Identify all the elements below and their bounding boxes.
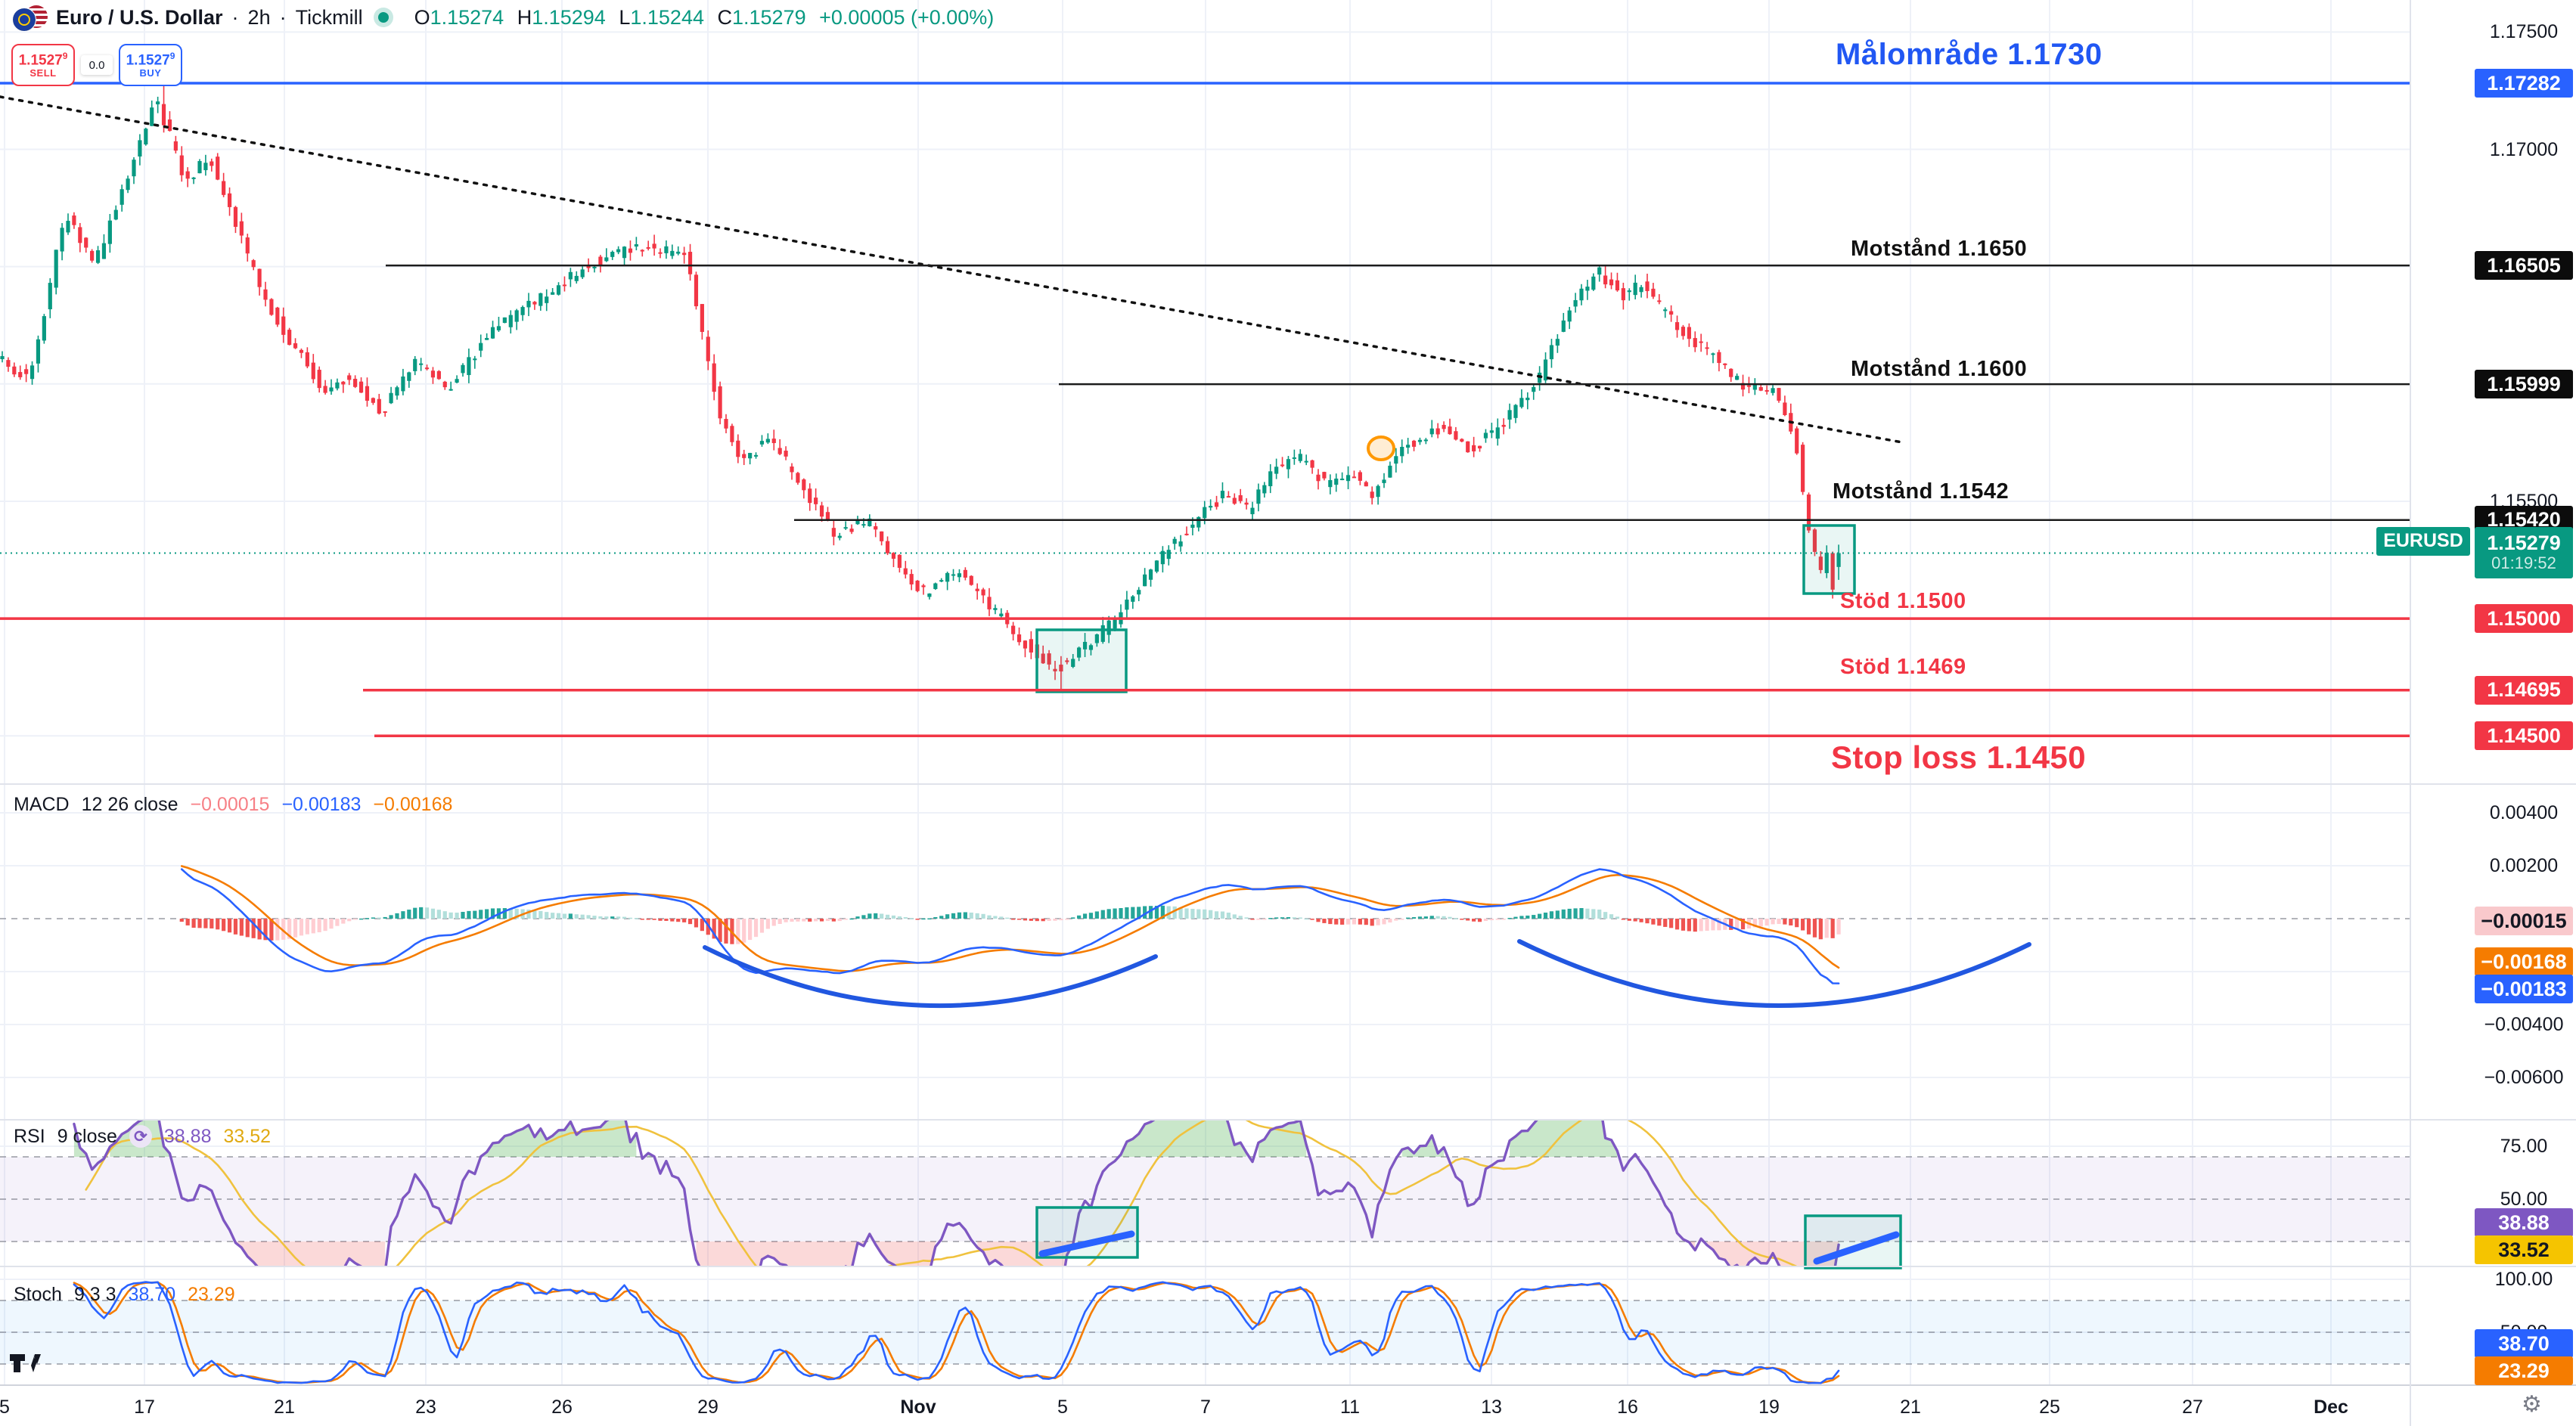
open-value: 1.15274 xyxy=(430,5,504,29)
trade-panel: 1.15279 SELL 0.0 1.15279 BUY xyxy=(11,44,182,86)
highlight-box[interactable] xyxy=(1035,628,1128,693)
symbol-title[interactable]: Euro / U.S. Dollar xyxy=(56,5,223,29)
rsi-series xyxy=(73,1120,1840,1266)
macd-series xyxy=(179,865,1841,984)
symbol-flags-icon xyxy=(11,5,48,32)
stoch-axis-label[interactable]: 23.29 xyxy=(2475,1356,2573,1385)
macd-line-value: −0.00183 xyxy=(281,794,362,815)
sell-button[interactable]: 1.15279 SELL xyxy=(11,44,75,86)
stoch-params: 9 3 3 xyxy=(73,1284,116,1305)
rsi-trend-arrow[interactable] xyxy=(1038,1230,1135,1257)
timeframe-value[interactable]: 2h xyxy=(247,5,271,29)
spread-value: 0.0 xyxy=(81,55,113,75)
symbol-header[interactable]: Euro / U.S. Dollar · 2h · Tickmill O1.15… xyxy=(11,5,995,32)
close-value: 1.15279 xyxy=(732,5,806,29)
macd-title: MACD xyxy=(14,794,70,815)
stoch-series xyxy=(73,1281,1840,1384)
rsi-refresh-icon[interactable]: ⟳ xyxy=(129,1125,152,1148)
market-status-icon xyxy=(377,12,389,23)
macd-curve-drawing[interactable] xyxy=(703,945,1158,1009)
gear-icon[interactable]: ⚙ xyxy=(2522,1392,2542,1417)
highlight-box[interactable] xyxy=(1802,524,1856,595)
macd-pane-title[interactable]: MACD 12 26 close −0.00015 −0.00183 −0.00… xyxy=(14,794,452,816)
rsi-ma-value: 33.52 xyxy=(223,1125,272,1147)
broker-name[interactable]: Tickmill xyxy=(295,5,363,29)
macd-params: 12 26 close xyxy=(81,794,178,815)
rsi-title: RSI xyxy=(14,1125,45,1147)
sell-price: 1.15279 xyxy=(18,51,68,69)
sell-label: SELL xyxy=(29,67,57,79)
macd-curve-drawing[interactable] xyxy=(1517,939,2031,1008)
analyst-drawings xyxy=(0,95,2031,1269)
price-label-resistance-1600[interactable]: 1.15999 xyxy=(2475,370,2573,399)
close-label: C xyxy=(717,5,733,29)
macd-axis-label[interactable]: −0.00183 xyxy=(2475,975,2573,1003)
buy-label: BUY xyxy=(139,67,162,79)
rsi-trend-arrow[interactable] xyxy=(1813,1231,1900,1265)
header-separator: · xyxy=(279,5,287,29)
price-label-support-1469[interactable]: 1.14695 xyxy=(2475,675,2573,705)
price-label-support-1500[interactable]: 1.15000 xyxy=(2475,604,2573,634)
high-value: 1.15294 xyxy=(532,5,606,29)
macd-axis-label[interactable]: −0.00168 xyxy=(2475,947,2573,976)
rsi-value: 38.88 xyxy=(163,1125,212,1147)
bar-countdown: 01:19:52 xyxy=(2491,553,2556,573)
price-level-lines xyxy=(0,82,2410,738)
rsi-pane-title[interactable]: RSI 9 close ⟳ 38.88 33.52 xyxy=(14,1125,271,1148)
descending-trendline[interactable] xyxy=(0,95,1904,444)
change-value: +0.00005 (+0.00%) xyxy=(819,5,995,29)
price-label-target[interactable]: 1.17282 xyxy=(2475,69,2573,98)
candlestick-series xyxy=(0,83,1841,690)
circle-annotation[interactable] xyxy=(1367,436,1395,461)
low-label: L xyxy=(619,5,631,29)
header-separator: · xyxy=(231,5,239,29)
open-label: O xyxy=(414,5,430,29)
price-label-stop-loss[interactable]: 1.14500 xyxy=(2475,721,2573,751)
stoch-pane-title[interactable]: Stoch 9 3 3 38.70 23.29 xyxy=(14,1284,235,1306)
current-price-label[interactable]: 1.15279 01:19:52 xyxy=(2475,526,2573,578)
macd-signal-value: −0.00168 xyxy=(373,794,453,815)
rsi-axis-label[interactable]: 38.88 xyxy=(2475,1208,2573,1237)
current-price-value: 1.15279 xyxy=(2487,531,2561,554)
rsi-params: 9 close xyxy=(57,1125,117,1147)
stoch-title: Stoch xyxy=(14,1284,62,1305)
stoch-k-value: 38.70 xyxy=(128,1284,176,1305)
buy-button[interactable]: 1.15279 BUY xyxy=(119,44,182,86)
ohlc-readout: O1.15274 H1.15294 L1.15244 C1.15279 +0.0… xyxy=(407,6,995,29)
macd-axis-label[interactable]: −0.00015 xyxy=(2475,907,2573,935)
high-label: H xyxy=(517,5,532,29)
price-label-resistance-1650[interactable]: 1.16505 xyxy=(2475,251,2573,281)
symbol-price-tag: EURUSD xyxy=(2376,526,2470,556)
buy-price: 1.15279 xyxy=(126,51,175,69)
tradingview-logo[interactable] xyxy=(9,1352,42,1375)
low-value: 1.15244 xyxy=(630,5,704,29)
macd-hist-value: −0.00015 xyxy=(190,794,270,815)
rsi-axis-label[interactable]: 33.52 xyxy=(2475,1235,2573,1264)
stoch-d-value: 23.29 xyxy=(188,1284,235,1305)
stoch-axis-label[interactable]: 38.70 xyxy=(2475,1329,2573,1358)
